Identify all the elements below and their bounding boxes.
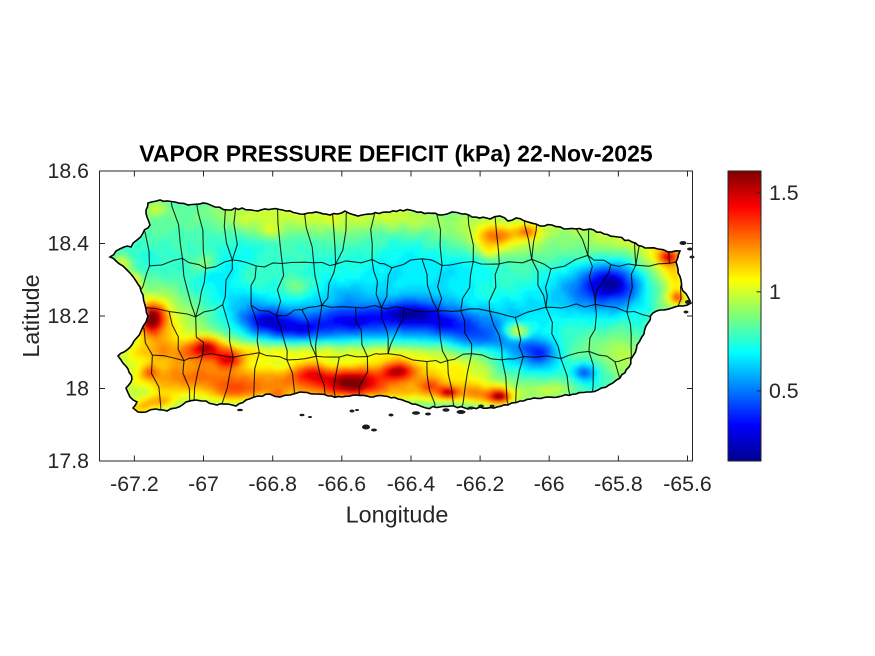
svg-text:-65.6: -65.6: [663, 472, 712, 496]
svg-text:1.5: 1.5: [769, 181, 799, 205]
svg-text:Latitude: Latitude: [18, 274, 44, 357]
svg-text:-66: -66: [534, 472, 565, 496]
svg-text:18: 18: [65, 377, 89, 401]
svg-text:1: 1: [769, 280, 781, 304]
svg-text:17.8: 17.8: [48, 449, 89, 473]
svg-text:Longitude: Longitude: [346, 502, 449, 528]
svg-text:-67.2: -67.2: [110, 472, 159, 496]
svg-text:VAPOR PRESSURE DEFICIT (kPa) 2: VAPOR PRESSURE DEFICIT (kPa) 22-Nov-2025: [139, 141, 653, 167]
svg-text:-66.4: -66.4: [387, 472, 436, 496]
svg-text:18.4: 18.4: [48, 232, 90, 256]
svg-text:0.5: 0.5: [769, 379, 799, 403]
svg-text:-67: -67: [188, 472, 219, 496]
svg-text:-66.6: -66.6: [318, 472, 367, 496]
svg-text:-66.8: -66.8: [248, 472, 297, 496]
svg-text:18.6: 18.6: [48, 159, 89, 183]
svg-text:-66.2: -66.2: [456, 472, 505, 496]
svg-text:18.2: 18.2: [48, 304, 89, 328]
svg-text:-65.8: -65.8: [594, 472, 643, 496]
